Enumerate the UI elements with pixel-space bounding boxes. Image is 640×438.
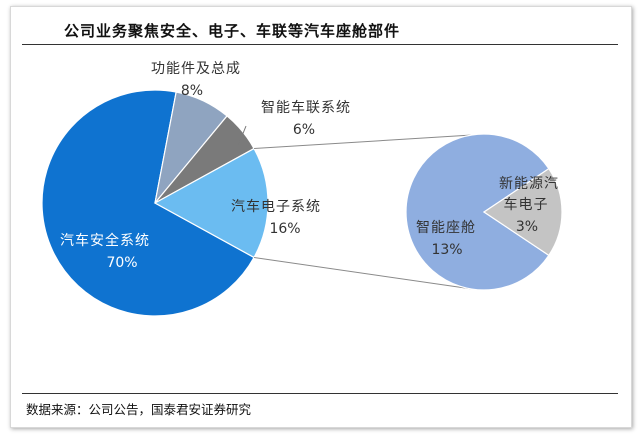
pie-slice-auto-safety	[41, 89, 255, 317]
connector-line-top	[253, 134, 473, 150]
breakdown-pie	[405, 133, 563, 291]
main-pie	[41, 89, 269, 317]
slice-label-smart-connectivity: 智能车联系统	[261, 99, 351, 116]
sub-slice-ev-electronics	[482, 167, 563, 257]
sub-slice-smart-cockpit	[405, 133, 550, 291]
slice-label-auto-safety: 汽车安全系统	[60, 232, 150, 249]
title-divider	[22, 44, 618, 45]
slice-label-functional-parts: 功能件及总成	[151, 61, 241, 77]
slice-value-auto-electronics: 16%	[269, 221, 300, 237]
leader-line-smart-connectivity	[237, 125, 247, 147]
sub-slice-label-ev-electronics-line2: 车电子	[504, 196, 549, 213]
source-divider	[22, 393, 618, 394]
slice-label-auto-electronics: 汽车电子系统	[231, 198, 321, 215]
pie-slice-auto-electronics	[153, 147, 269, 259]
sub-slice-value-smart-cockpit: 13%	[431, 242, 462, 258]
sub-slice-label-ev-electronics-line1: 新能源汽	[499, 176, 559, 192]
sub-slice-label-smart-cockpit: 智能座舱	[416, 220, 476, 236]
sub-slice-value-ev-electronics: 3%	[516, 219, 538, 235]
slice-value-auto-safety: 70%	[106, 255, 137, 271]
connector-line-bottom	[253, 256, 473, 290]
slice-value-functional-parts: 8%	[181, 83, 203, 99]
connector-lines	[253, 134, 473, 290]
chart-title: 公司业务聚焦安全、电子、车联等汽车座舱部件	[64, 22, 401, 40]
slice-value-smart-connectivity: 6%	[293, 122, 315, 138]
data-source-note: 数据来源：公司公告，国泰君安证券研究	[26, 402, 252, 417]
